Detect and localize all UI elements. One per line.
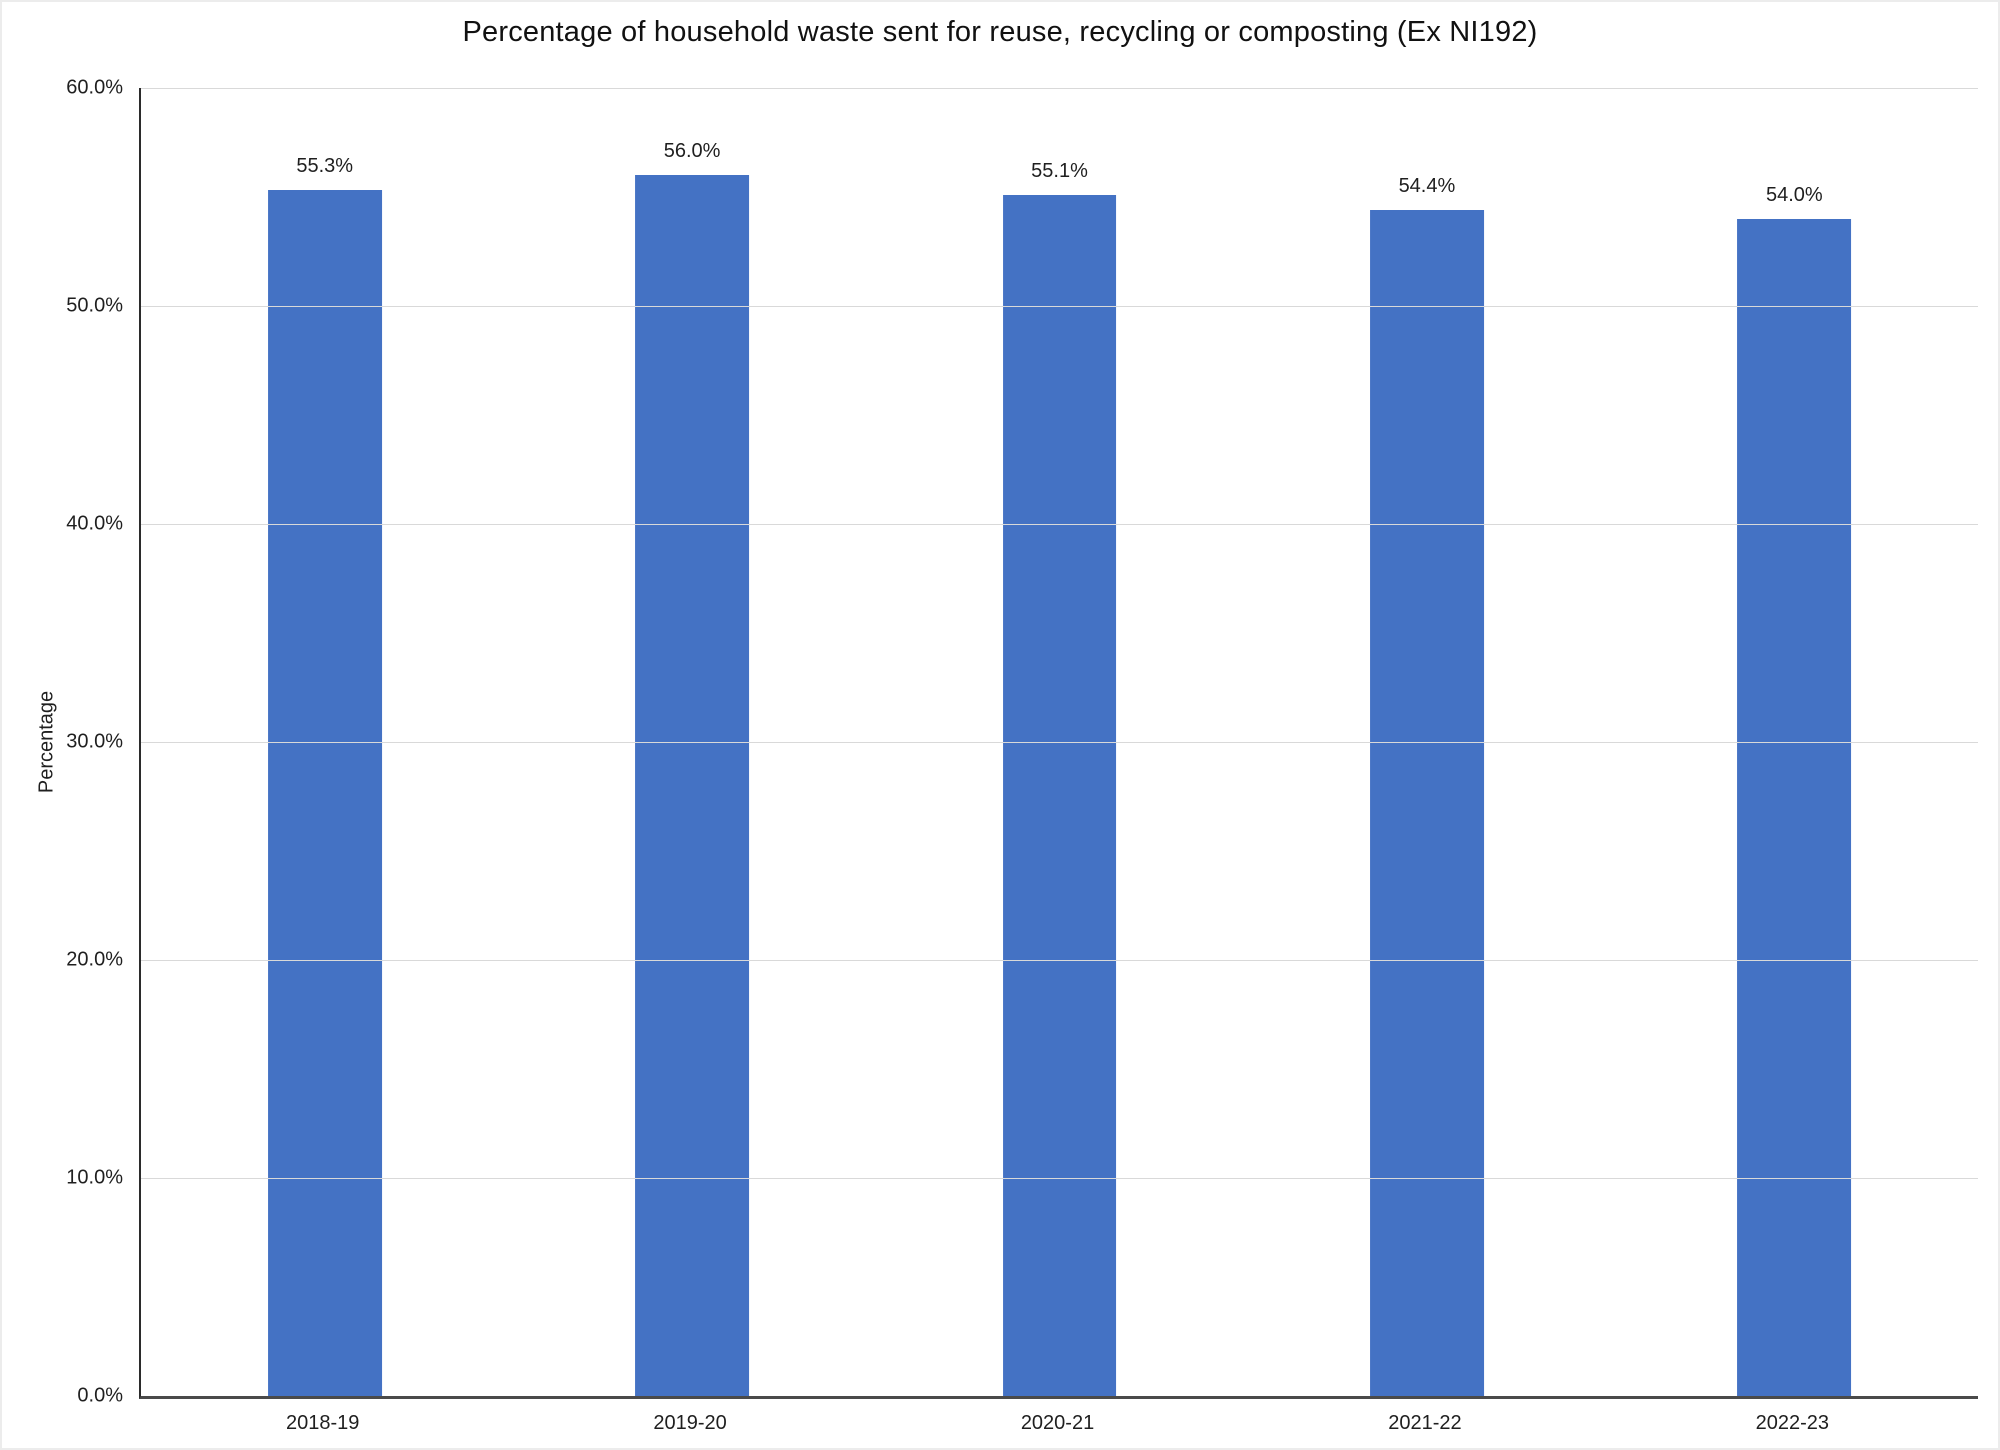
bar-value-label: 55.3%	[296, 155, 354, 178]
bar-value-label: 55.1%	[1031, 159, 1088, 182]
bar-group: 55.3%	[141, 88, 508, 1396]
y-tick-label: 40.0%	[66, 512, 123, 535]
bar	[1002, 194, 1117, 1396]
y-tick-label: 50.0%	[66, 294, 123, 317]
plot-area: 55.3% 56.0% 55.1% 54.4% 54.0%	[139, 88, 1978, 1399]
bar-group: 54.4%	[1243, 88, 1610, 1396]
gridline	[141, 88, 1978, 89]
bar-value-label: 54.0%	[1765, 183, 1823, 206]
x-tick-label: 2020-21	[1020, 1412, 1095, 1434]
bar-value-label: 54.4%	[1398, 175, 1456, 198]
bar	[635, 175, 750, 1396]
gridline	[141, 1178, 1978, 1179]
bar	[267, 190, 382, 1396]
gridline	[141, 742, 1978, 743]
bar	[1737, 218, 1852, 1396]
x-tick-label: 2019-20	[653, 1412, 727, 1434]
bar-group: 55.1%	[876, 88, 1243, 1396]
x-tick-label: 2022-23	[1755, 1412, 1830, 1434]
chart-title: Percentage of household waste sent for r…	[462, 16, 1538, 48]
bar-value-label: 56.0%	[663, 140, 721, 163]
bar-group: 56.0%	[508, 88, 875, 1396]
bar-series: 55.3% 56.0% 55.1% 54.4% 54.0%	[141, 88, 1978, 1396]
x-axis-tick-labels: 2018-19 2019-20 2020-21 2021-22 2022-23	[139, 1412, 1976, 1435]
y-axis-tick-labels: 0.0% 10.0% 20.0% 30.0% 40.0% 50.0% 60.0%	[2, 77, 123, 1407]
gridline	[141, 524, 1978, 525]
bar	[1369, 210, 1484, 1396]
y-tick-label: 30.0%	[66, 730, 123, 753]
y-tick-label: 0.0%	[77, 1384, 123, 1407]
gridline	[141, 306, 1978, 307]
bar-group: 54.0%	[1611, 88, 1978, 1396]
y-tick-label: 20.0%	[66, 948, 123, 971]
y-tick-label: 60.0%	[66, 76, 123, 99]
x-tick-label: 2018-19	[286, 1412, 360, 1434]
y-tick-label: 10.0%	[66, 1166, 123, 1189]
gridline	[141, 960, 1978, 961]
x-tick-label: 2021-22	[1388, 1412, 1462, 1434]
